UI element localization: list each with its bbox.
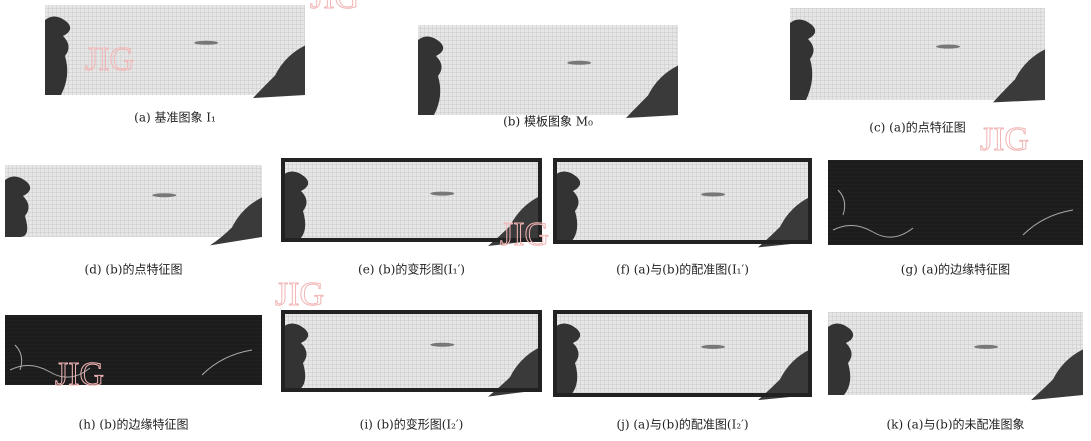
- watermark: JIG: [55, 356, 104, 393]
- boat: [701, 345, 725, 349]
- boat: [936, 45, 960, 49]
- tree: [555, 171, 580, 242]
- panel: (c) (a)的点特征图: [790, 8, 1045, 135]
- panel-image: [828, 160, 1083, 245]
- panel: (i) (b)的变形图(I₂′): [283, 312, 540, 432]
- watermark: JIG: [980, 121, 1029, 158]
- panel-image: [555, 312, 810, 395]
- caption: (a) 基准图象 I₁: [134, 111, 216, 125]
- tree: [5, 176, 30, 237]
- boat: [567, 61, 591, 65]
- boat: [430, 192, 454, 196]
- caption: (c) (a)的点特征图: [869, 120, 965, 135]
- boat: [701, 192, 725, 196]
- caption: (k) (a)与(b)的未配准图象: [886, 417, 1024, 432]
- panel-image: [5, 165, 262, 237]
- panel: (b) 模板图象 M₀: [418, 25, 678, 129]
- caption: (j) (a)与(b)的配准图(I₂′): [616, 417, 748, 432]
- panel-image: [5, 315, 262, 385]
- caption: (f) (a)与(b)的配准图(I₁′): [616, 262, 749, 277]
- caption: (b) 模板图象 M₀: [503, 115, 593, 129]
- panel-image: [790, 8, 1045, 100]
- watermark: JIG: [275, 276, 324, 313]
- tree: [283, 323, 308, 390]
- caption: (i) (b)的变形图(I₂′): [360, 417, 464, 432]
- panel: (d) (b)的点特征图: [5, 165, 262, 277]
- watermark: JIG: [310, 0, 359, 16]
- caption: (h) (b)的边缘特征图: [79, 417, 189, 432]
- figure: (a) 基准图象 I₁ (b) 模板图象 M₀ (c) (a)的点特征图 (d) (b…: [0, 0, 1091, 441]
- panel-image: [828, 312, 1083, 395]
- panel: (h) (b)的边缘特征图: [5, 315, 262, 432]
- boat: [430, 343, 454, 347]
- watermark: JIG: [500, 216, 549, 253]
- watermark: JIG: [85, 41, 134, 78]
- caption: (e) (b)的变形图(I₁′): [358, 262, 465, 277]
- boat: [974, 345, 998, 349]
- caption: (d) (b)的点特征图: [85, 262, 183, 277]
- panel-image: [45, 5, 305, 95]
- panel-image: [283, 312, 540, 390]
- boat: [194, 41, 218, 45]
- caption: (g) (a)的边缘特征图: [901, 262, 1010, 277]
- panel-image: [555, 160, 810, 242]
- tree: [283, 171, 308, 240]
- panel: (k) (a)与(b)的未配准图象: [828, 312, 1083, 432]
- panel: (g) (a)的边缘特征图: [828, 160, 1083, 277]
- boat: [152, 193, 176, 197]
- panel-image: [418, 25, 678, 115]
- panel: (f) (a)与(b)的配准图(I₁′): [555, 160, 810, 277]
- panel: (j) (a)与(b)的配准图(I₂′): [555, 312, 810, 432]
- panel: (a) 基准图象 I₁: [45, 5, 305, 125]
